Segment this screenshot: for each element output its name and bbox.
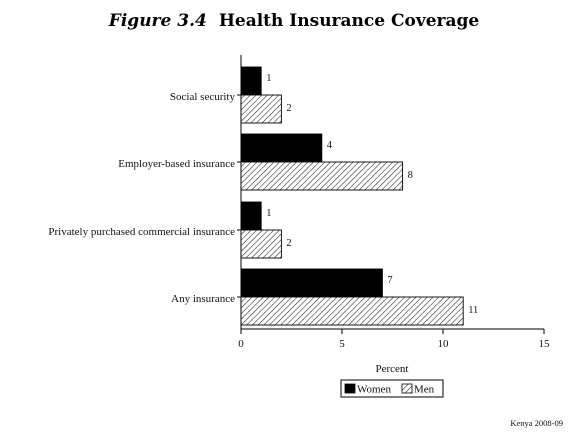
chart-title-text: Health Insurance Coverage [219,11,480,31]
axes-layer: Social security Employer-based insurance P… [48,55,550,350]
bar-men-privately-purchased-commercial-insurance [240,229,282,259]
bar-men-employer-based-insurance [240,161,404,191]
data-label-men-privately-purchased-commercial-insurance: 2 [286,238,291,249]
source-note: Kenya 2008-09 [510,418,563,428]
x-tick-label-10: 10 [438,338,450,350]
x-axis-label: Percent [376,363,409,375]
data-label-women-any-insurance: 7 [387,275,392,286]
chart-title: Figure 3.4 Health Insurance Coverage [108,11,480,31]
data-label-women-privately-purchased-commercial-insurance: 1 [266,208,271,219]
data-label-women-social-security: 1 [266,73,271,84]
legend: Women Men [340,379,444,398]
x-tick-label-15: 15 [539,338,551,350]
bar-men-any-insurance [240,296,464,326]
x-tick-label-0: 0 [238,338,244,350]
bar-women-any-insurance [240,268,383,298]
legend-box [340,379,444,398]
data-label-men-social-security: 2 [286,103,291,114]
legend-label-women: Women [357,384,391,396]
x-tick-label-5: 5 [339,338,345,350]
category-label-social-security: Social security [170,91,236,103]
bar-women-employer-based-insurance [240,133,323,163]
category-label-any-insurance: Any insurance [171,293,235,305]
data-label-men-employer-based-insurance: 8 [408,170,413,181]
category-label-employer-based-insurance: Employer-based insurance [118,158,235,170]
category-label-privately-purchased-commercial-insurance: Privately purchased commercial insurance [48,226,235,238]
legend-swatch-women [344,383,356,394]
bar-women-privately-purchased-commercial-insurance [240,201,262,231]
bar-men-social-security [240,94,282,124]
data-label-men-any-insurance: 11 [468,305,478,316]
figure-number: Figure 3.4 [108,11,207,31]
data-label-women-employer-based-insurance: 4 [327,140,333,151]
bar-women-social-security [240,66,262,96]
legend-label-men: Men [414,384,435,396]
legend-swatch-men [401,383,413,394]
